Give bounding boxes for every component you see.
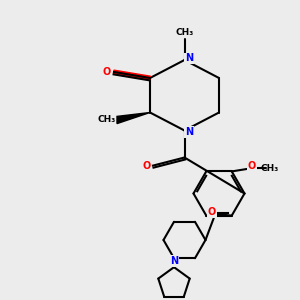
Text: O: O <box>102 67 111 77</box>
Text: O: O <box>142 160 151 171</box>
Text: O: O <box>208 207 216 217</box>
Text: CH₃: CH₃ <box>98 116 116 124</box>
Text: CH₃: CH₃ <box>176 28 194 37</box>
Polygon shape <box>117 112 150 124</box>
Text: CH₃: CH₃ <box>261 164 279 173</box>
Text: O: O <box>248 161 256 171</box>
Text: N: N <box>170 256 178 266</box>
Text: N: N <box>185 127 193 137</box>
Text: N: N <box>185 53 193 64</box>
